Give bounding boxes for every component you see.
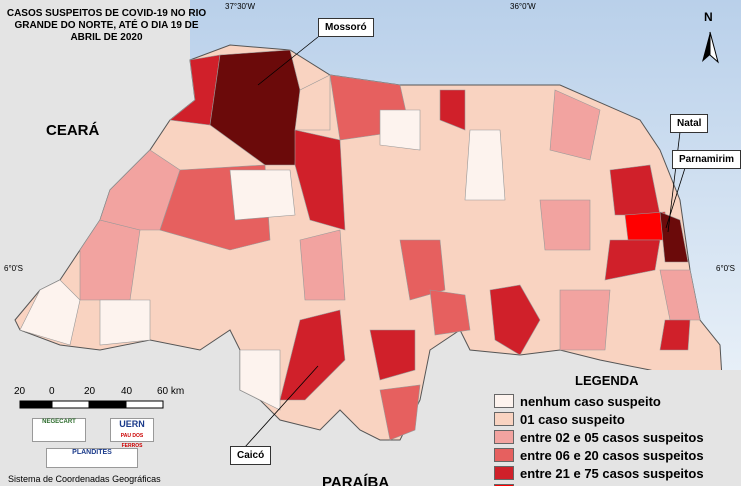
legend-label: 01 caso suspeito (520, 412, 625, 427)
sea (190, 0, 741, 380)
legend-swatch (494, 394, 514, 408)
legend-swatch (494, 484, 514, 486)
legend-label: entre 76 e 100 casos suspeitos (520, 484, 711, 486)
city-label: Caicó (230, 446, 272, 465)
scale-label: 40 (121, 386, 133, 397)
legend-item: entre 02 e 05 casos suspeitos (494, 430, 704, 445)
legend-item: entre 76 e 100 casos suspeitos (494, 484, 711, 486)
scale-label: 20 (84, 386, 96, 397)
leader-line (257, 36, 319, 86)
leader-line (244, 365, 319, 448)
neighbor-label: CEARÁ (46, 122, 100, 139)
scale-label: 20 (14, 386, 26, 397)
legend-item: entre 21 e 75 casos suspeitos (494, 466, 704, 481)
lat-label: 6°0'S (716, 264, 735, 273)
logo: NEGECART (32, 418, 86, 442)
scale-label: 60 km (157, 386, 185, 397)
logo: UERN PAU DOS FERROS (110, 418, 154, 449)
city-label: Natal (670, 114, 709, 133)
legend-label: entre 21 e 75 casos suspeitos (520, 466, 704, 481)
north-label: N (704, 10, 713, 24)
legend-item: nenhum caso suspeito (494, 394, 661, 409)
legend-swatch (494, 412, 514, 426)
scale-bar (19, 400, 164, 409)
city-label: Parnamirim (672, 150, 741, 169)
city-label: Mossoró (318, 18, 374, 37)
legend-swatch (494, 466, 514, 480)
lat-label: 6°0'S (4, 264, 23, 273)
legend-bg (488, 370, 741, 486)
legend-label: entre 06 e 20 casos suspeitos (520, 448, 704, 463)
logo: PLANDITES (46, 448, 138, 468)
legend-swatch (494, 430, 514, 444)
legend-title: LEGENDA (575, 373, 639, 388)
leader-line (665, 167, 686, 229)
legend-swatch (494, 448, 514, 462)
lon-label: 36°0'W (510, 2, 536, 11)
legend-item: 01 caso suspeito (494, 412, 625, 427)
neighbor-label: PARAÍBA (322, 474, 390, 486)
north-arrow (702, 31, 719, 64)
scale-label: 0 (49, 386, 55, 397)
municipalities (19, 49, 701, 441)
legend-label: entre 02 e 05 casos suspeitos (520, 430, 704, 445)
legend-item: entre 06 e 20 casos suspeitos (494, 448, 704, 463)
legend-label: nenhum caso suspeito (520, 394, 661, 409)
lon-label: 37°30'W (225, 2, 256, 11)
map-title: CASOS SUSPEITOS DE COVID-19 NO RIO GRAND… (6, 8, 207, 43)
footer: Sistema de Coordenadas Geográficas (8, 474, 161, 484)
